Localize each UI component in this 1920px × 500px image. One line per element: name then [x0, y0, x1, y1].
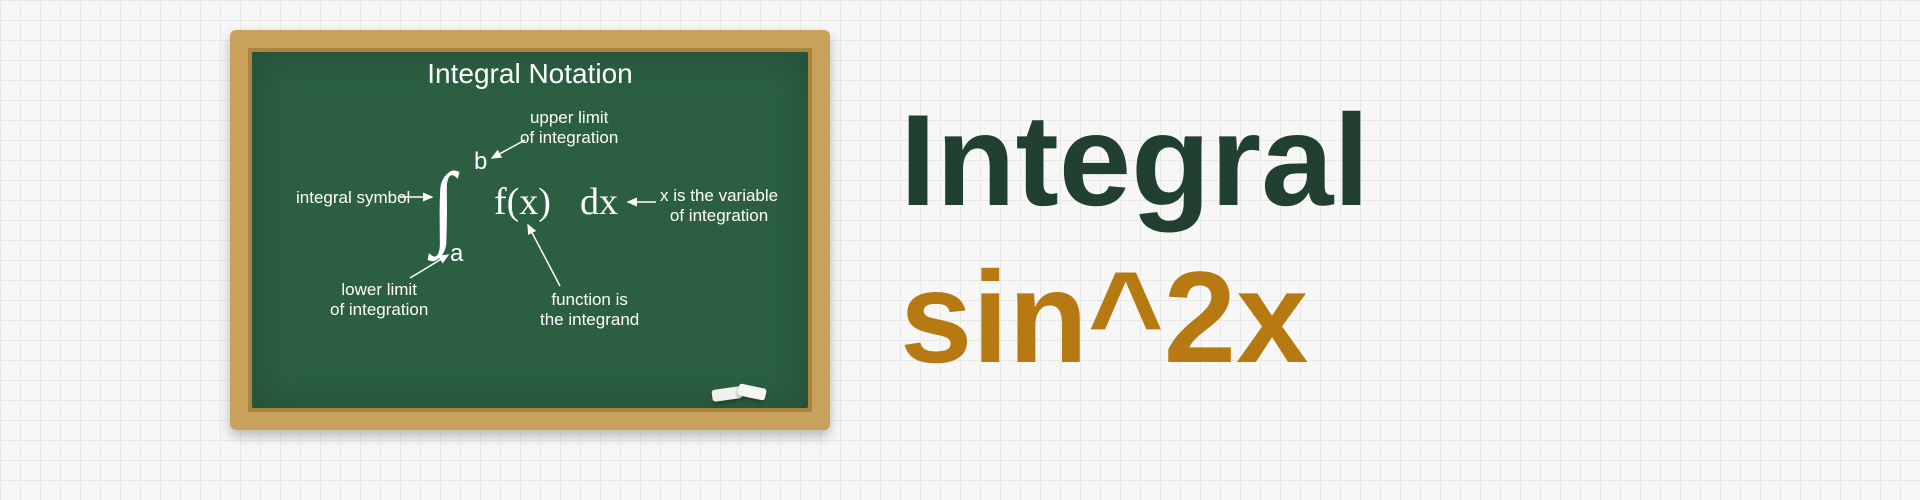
headline-line1: Integral	[900, 92, 1370, 229]
headline-line2: sin^2x	[900, 249, 1370, 386]
headline: Integral sin^2x	[900, 92, 1370, 385]
